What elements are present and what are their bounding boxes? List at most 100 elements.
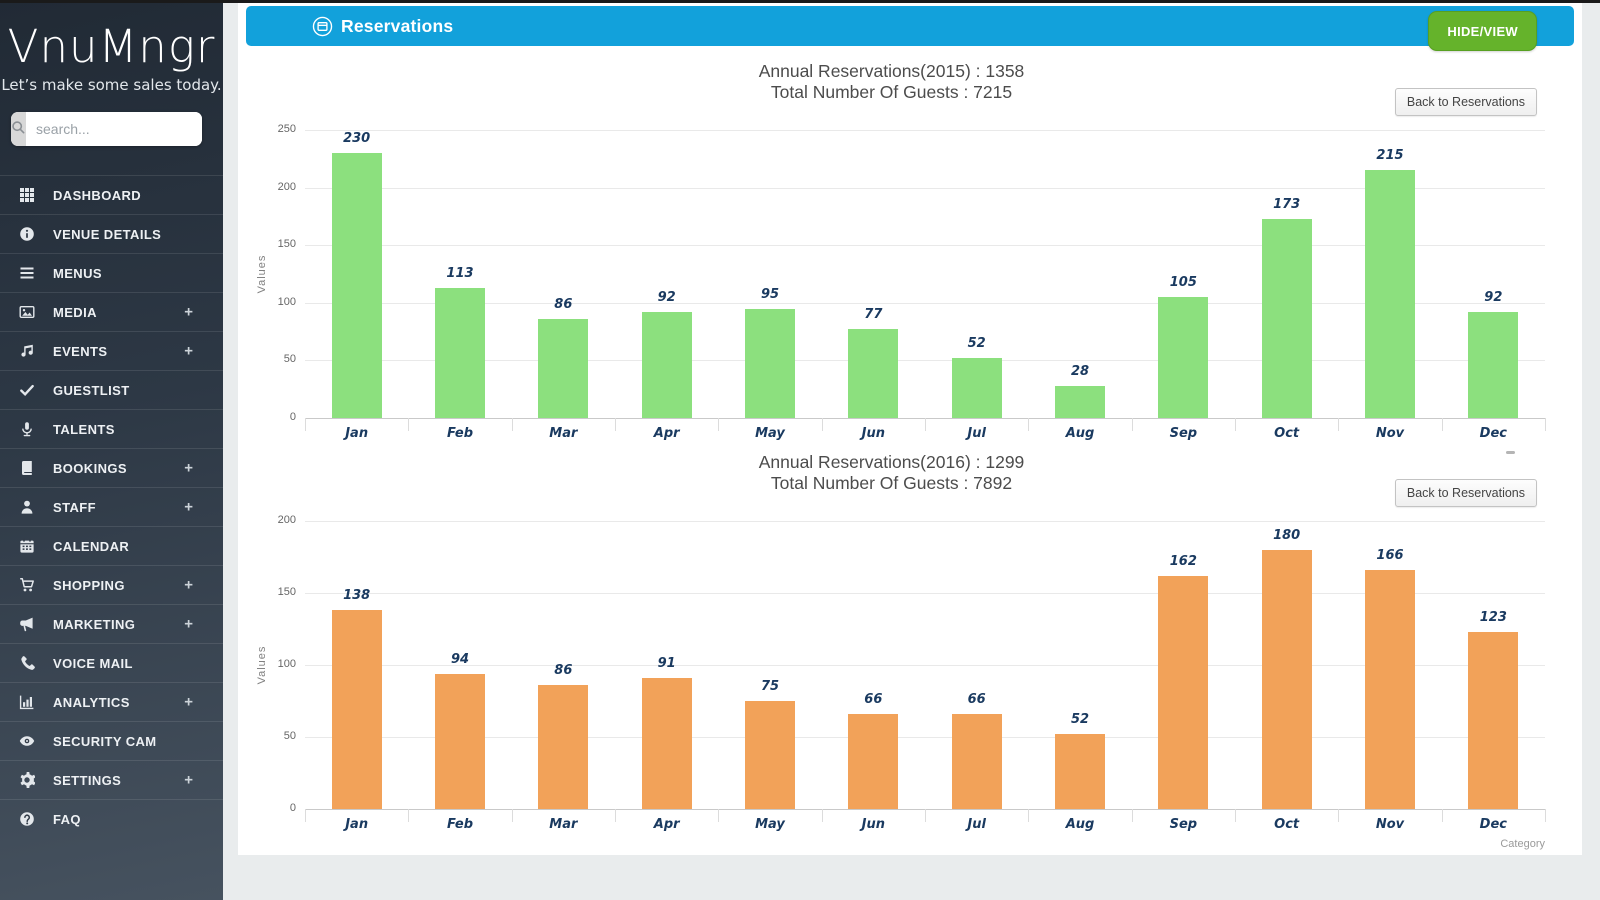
bar-jan-2016[interactable] bbox=[331, 610, 382, 809]
sidebar-item-bookings[interactable]: BOOKINGS + bbox=[0, 448, 223, 487]
y-axis-title: Values bbox=[256, 645, 268, 685]
y-tick-label: 200 bbox=[277, 180, 296, 193]
y-tick-label: 100 bbox=[277, 658, 296, 670]
chart-2015: Annual Reservations(2015) : 1358 Total Nu… bbox=[238, 3, 1582, 855]
gridline bbox=[305, 737, 1545, 738]
bar-oct-2016[interactable] bbox=[1261, 549, 1312, 809]
content-panel: Reservations HIDE/VIEW Annual Reservatio… bbox=[238, 3, 1582, 855]
expand-plus-icon: + bbox=[184, 576, 193, 594]
x-axis-label: Dec bbox=[1479, 817, 1507, 832]
x-axis-label: Nov bbox=[1375, 426, 1405, 441]
sidebar-item-label: MEDIA bbox=[53, 304, 97, 320]
bar-value-label: 52 bbox=[1070, 712, 1090, 728]
x-axis-tick bbox=[1028, 809, 1030, 822]
bar-value-label: 92 bbox=[1484, 290, 1503, 306]
app-tagline: Let’s make some sales today. bbox=[1, 76, 222, 94]
bar-mar-2015[interactable] bbox=[538, 318, 589, 418]
chart-title: Annual Reservations(2015) : 1358 bbox=[758, 61, 1025, 81]
media-icon bbox=[19, 304, 40, 321]
x-axis-tick bbox=[615, 809, 616, 822]
sidebar-item-calendar[interactable]: CALENDAR bbox=[0, 526, 223, 565]
bar-jul-2016[interactable] bbox=[951, 713, 1002, 809]
search-box bbox=[11, 112, 202, 146]
search-button[interactable] bbox=[11, 112, 26, 146]
bar-value-label: 166 bbox=[1376, 547, 1404, 563]
x-axis-tick bbox=[1545, 809, 1546, 822]
sidebar-item-events[interactable]: EVENTS + bbox=[0, 331, 223, 370]
bar-nov-2015[interactable] bbox=[1365, 170, 1415, 418]
bar-may-2015[interactable] bbox=[745, 308, 795, 418]
bar-jan-2015[interactable] bbox=[331, 153, 382, 418]
sidebar-item-staff[interactable]: STAFF + bbox=[0, 487, 223, 526]
x-axis-tick bbox=[925, 809, 926, 822]
sidebar-item-faq[interactable]: FAQ bbox=[0, 799, 223, 838]
gridline bbox=[305, 360, 1545, 362]
faq-icon bbox=[19, 811, 40, 828]
x-axis-label: Sep bbox=[1169, 426, 1198, 441]
bar-value-label: 75 bbox=[760, 679, 780, 694]
dashboard-icon bbox=[19, 187, 40, 204]
sidebar-item-media[interactable]: MEDIA + bbox=[0, 292, 223, 331]
bar-aug-2016[interactable] bbox=[1055, 734, 1105, 809]
back-to-reservations-button[interactable]: Back to Reservations bbox=[1394, 88, 1537, 116]
sidebar-item-guestlist[interactable]: GUESTLIST bbox=[0, 370, 223, 409]
sidebar-menu: DASHBOARD VENUE DETAILS MENUS MEDIA + EVENTS +… bbox=[0, 175, 223, 838]
x-axis-label: Feb bbox=[447, 817, 473, 832]
hide-view-button[interactable]: HIDE/VIEW bbox=[1428, 11, 1537, 51]
sidebar-item-label: MARKETING bbox=[53, 616, 136, 632]
bar-jun-2016[interactable] bbox=[848, 713, 899, 809]
expand-plus-icon: + bbox=[184, 303, 193, 321]
sidebar-item-label: STAFF bbox=[53, 499, 96, 515]
sidebar-item-label: MENUS bbox=[53, 265, 102, 281]
bar-value-label: 94 bbox=[450, 651, 470, 667]
sidebar-item-shopping[interactable]: SHOPPING + bbox=[0, 565, 223, 604]
bar-value-label: 52 bbox=[967, 336, 986, 352]
sidebar: VnuMngr Let’s make some sales today. DAS… bbox=[0, 0, 223, 900]
x-axis-tick bbox=[408, 809, 410, 822]
reservations-icon bbox=[312, 16, 333, 37]
bar-feb-2016[interactable] bbox=[435, 673, 485, 809]
search-input[interactable] bbox=[26, 112, 202, 146]
bar-may-2016[interactable] bbox=[745, 701, 795, 809]
sidebar-item-marketing[interactable]: MARKETING + bbox=[0, 604, 223, 643]
back-to-reservations-button[interactable]: Back to Reservations bbox=[1394, 479, 1537, 507]
bar-nov-2016[interactable] bbox=[1365, 569, 1415, 809]
gridline bbox=[305, 245, 1545, 247]
bar-oct-2015[interactable] bbox=[1261, 218, 1312, 418]
sidebar-item-voice-mail[interactable]: VOICE MAIL bbox=[0, 643, 223, 682]
security-cam-icon bbox=[19, 733, 40, 750]
sidebar-item-venue-details[interactable]: VENUE DETAILS bbox=[0, 214, 223, 253]
bar-dec-2016[interactable] bbox=[1468, 631, 1519, 809]
search-icon bbox=[11, 120, 26, 138]
x-axis-label: May bbox=[755, 817, 785, 832]
bar-value-label: 173 bbox=[1273, 196, 1301, 212]
sidebar-item-settings[interactable]: SETTINGS + bbox=[0, 760, 223, 799]
bar-jul-2015[interactable] bbox=[951, 358, 1002, 418]
bar-sep-2016[interactable] bbox=[1158, 575, 1209, 809]
sidebar-item-menus[interactable]: MENUS bbox=[0, 253, 223, 292]
y-tick-label: 0 bbox=[289, 802, 296, 814]
bar-value-label: 66 bbox=[967, 691, 986, 707]
sidebar-item-analytics[interactable]: ANALYTICS + bbox=[0, 682, 223, 721]
bar-dec-2015[interactable] bbox=[1468, 312, 1519, 418]
bar-value-label: 28 bbox=[1070, 363, 1090, 379]
bar-feb-2015[interactable] bbox=[435, 287, 485, 418]
sidebar-item-label: VOICE MAIL bbox=[53, 655, 133, 671]
bar-value-label: 105 bbox=[1169, 275, 1197, 291]
x-axis-label: Oct bbox=[1274, 426, 1300, 441]
x-axis-tick bbox=[1131, 809, 1133, 822]
bar-aug-2015[interactable] bbox=[1055, 385, 1105, 418]
chart-2016: Annual Reservations(2016) : 1299 Total Nu… bbox=[238, 3, 1582, 855]
bar-jun-2015[interactable] bbox=[848, 329, 899, 418]
bar-apr-2015[interactable] bbox=[641, 312, 692, 418]
chart-title: Annual Reservations(2016) : 1299 bbox=[758, 452, 1025, 472]
bar-sep-2015[interactable] bbox=[1158, 297, 1209, 418]
bar-value-label: 66 bbox=[864, 691, 883, 707]
bar-apr-2016[interactable] bbox=[641, 677, 692, 809]
sidebar-item-security-cam[interactable]: SECURITY CAM bbox=[0, 721, 223, 760]
bar-mar-2016[interactable] bbox=[538, 685, 589, 809]
y-tick-label: 200 bbox=[277, 514, 296, 526]
sidebar-item-talents[interactable]: TALENTS bbox=[0, 409, 223, 448]
sidebar-item-dashboard[interactable]: DASHBOARD bbox=[0, 175, 223, 214]
events-icon bbox=[19, 343, 40, 360]
